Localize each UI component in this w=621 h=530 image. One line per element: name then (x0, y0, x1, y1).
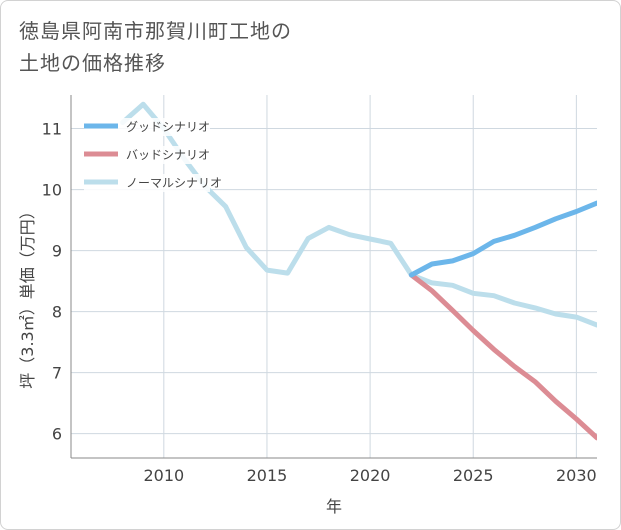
x-tick-label: 2030 (556, 466, 597, 485)
x-tick-label: 2015 (247, 466, 288, 485)
chart-title-line-1: 徳島県阿南市那賀川町工地の (19, 19, 292, 43)
x-tick-label: 2025 (453, 466, 494, 485)
y-tick-label: 8 (52, 303, 62, 322)
series-line-1 (408, 200, 597, 278)
x-tick-label: 2020 (350, 466, 391, 485)
legend-backdrop (84, 174, 210, 192)
axes (70, 95, 597, 459)
legend-label: バッドシナリオ (126, 148, 210, 162)
chart-title: 徳島県阿南市那賀川町工地の 土地の価格推移 (19, 15, 439, 79)
chart-title-line-2: 土地の価格推移 (19, 51, 166, 75)
x-axis-title: 年 (326, 497, 342, 516)
y-tick-label: 6 (52, 425, 62, 444)
y-tick-label: 10 (42, 181, 62, 200)
legend-backdrop (84, 118, 210, 136)
tick-labels: 2010 2015 2020 2025 2030 6 7 8 9 10 11 (42, 120, 597, 485)
legend-label: グッドシナリオ (126, 120, 210, 134)
legend-label: ノーマルシナリオ (126, 176, 222, 190)
series-line-3 (120, 101, 597, 328)
x-tick-label: 2010 (143, 466, 184, 485)
y-tick-label: 11 (42, 120, 62, 139)
legend-backdrop (84, 146, 210, 164)
y-axis-title: 坪（3.3㎡）単価（万円） (18, 203, 37, 388)
grid-lines (71, 95, 597, 458)
series-line-2 (408, 272, 597, 441)
y-tick-label: 9 (52, 242, 62, 261)
y-tick-label: 7 (52, 364, 62, 383)
